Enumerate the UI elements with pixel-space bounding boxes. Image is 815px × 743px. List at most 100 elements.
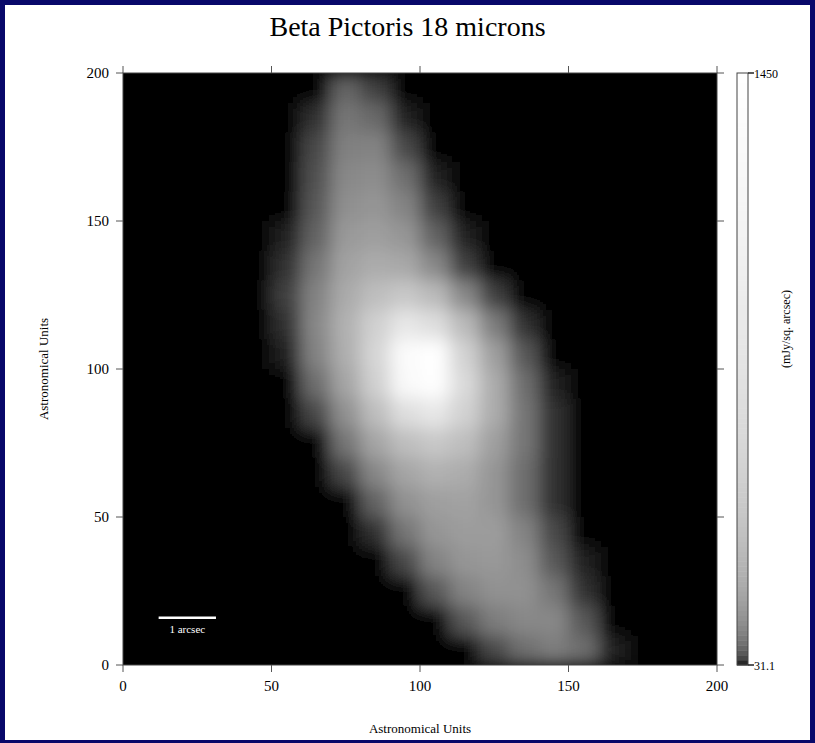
cell bbox=[272, 221, 302, 251]
cell bbox=[301, 635, 331, 665]
colorbar-strip bbox=[737, 137, 748, 142]
cell bbox=[509, 221, 539, 251]
colorbar-strip bbox=[737, 571, 748, 576]
cell bbox=[450, 251, 480, 281]
colorbar-strip bbox=[737, 275, 748, 280]
cell bbox=[123, 635, 153, 665]
cell bbox=[123, 606, 153, 636]
colorbar-strip bbox=[737, 507, 748, 512]
cell bbox=[361, 487, 391, 517]
colorbar-strip bbox=[737, 640, 748, 645]
cell bbox=[242, 251, 272, 281]
cell bbox=[420, 369, 450, 399]
colorbar-strip bbox=[737, 428, 748, 433]
colorbar-strip bbox=[737, 611, 748, 616]
cell bbox=[539, 399, 569, 429]
y-tick-right bbox=[717, 369, 724, 370]
cell bbox=[687, 399, 717, 429]
cell bbox=[628, 280, 658, 310]
cell bbox=[420, 635, 450, 665]
cell bbox=[212, 191, 242, 221]
cell bbox=[212, 132, 242, 162]
cell bbox=[598, 547, 628, 577]
cell bbox=[569, 280, 599, 310]
cell bbox=[598, 576, 628, 606]
cell bbox=[628, 576, 658, 606]
cell bbox=[658, 221, 688, 251]
cell bbox=[212, 221, 242, 251]
cell bbox=[539, 635, 569, 665]
cell bbox=[569, 132, 599, 162]
colorbar-strip bbox=[737, 487, 748, 492]
colorbar-strip bbox=[737, 196, 748, 201]
cell bbox=[687, 369, 717, 399]
cell bbox=[479, 339, 509, 369]
cell bbox=[331, 132, 361, 162]
cell bbox=[658, 547, 688, 577]
plot-background bbox=[123, 73, 717, 665]
cell bbox=[390, 458, 420, 488]
cell bbox=[479, 428, 509, 458]
x-tick-top bbox=[717, 66, 718, 73]
cell bbox=[123, 369, 153, 399]
cell bbox=[182, 132, 212, 162]
cell bbox=[123, 428, 153, 458]
cell bbox=[361, 191, 391, 221]
colorbar-strip bbox=[737, 315, 748, 320]
colorbar-strip bbox=[737, 157, 748, 162]
cell bbox=[272, 280, 302, 310]
cell bbox=[420, 458, 450, 488]
cell bbox=[628, 635, 658, 665]
cell bbox=[182, 547, 212, 577]
cell bbox=[123, 132, 153, 162]
cell bbox=[628, 103, 658, 133]
colorbar-strip bbox=[737, 280, 748, 285]
cell bbox=[539, 280, 569, 310]
cell bbox=[242, 399, 272, 429]
cell bbox=[479, 280, 509, 310]
cell bbox=[658, 339, 688, 369]
cell bbox=[390, 280, 420, 310]
cell bbox=[390, 162, 420, 192]
cell bbox=[361, 547, 391, 577]
colorbar-strip bbox=[737, 359, 748, 364]
cell bbox=[361, 458, 391, 488]
cell bbox=[539, 310, 569, 340]
y-tick-right bbox=[717, 517, 724, 518]
cell bbox=[450, 191, 480, 221]
cell bbox=[479, 162, 509, 192]
cell bbox=[598, 310, 628, 340]
cell bbox=[390, 369, 420, 399]
cell bbox=[212, 339, 242, 369]
colorbar-strip bbox=[737, 310, 748, 315]
cell bbox=[539, 221, 569, 251]
cell bbox=[331, 221, 361, 251]
cell bbox=[420, 547, 450, 577]
cell bbox=[687, 635, 717, 665]
colorbar-strip bbox=[737, 492, 748, 497]
cell bbox=[390, 221, 420, 251]
cell bbox=[687, 606, 717, 636]
cell bbox=[628, 132, 658, 162]
x-tick-top bbox=[420, 66, 421, 73]
colorbar-strip bbox=[737, 354, 748, 359]
cell bbox=[153, 576, 183, 606]
cell bbox=[272, 487, 302, 517]
colorbar-tick-label: 1450 bbox=[754, 67, 778, 81]
colorbar-strip bbox=[737, 290, 748, 295]
colorbar-strip bbox=[737, 566, 748, 571]
colorbar-strip bbox=[737, 478, 748, 483]
cell bbox=[123, 310, 153, 340]
cell bbox=[658, 369, 688, 399]
cell bbox=[687, 280, 717, 310]
cell bbox=[687, 132, 717, 162]
colorbar-strip bbox=[737, 339, 748, 344]
cell bbox=[390, 547, 420, 577]
x-axis-title: Astronomical Units bbox=[369, 721, 471, 736]
cell bbox=[450, 399, 480, 429]
cell bbox=[598, 162, 628, 192]
colorbar-strip bbox=[737, 325, 748, 330]
cell bbox=[479, 73, 509, 103]
cell bbox=[331, 487, 361, 517]
colorbar-strip bbox=[737, 502, 748, 507]
